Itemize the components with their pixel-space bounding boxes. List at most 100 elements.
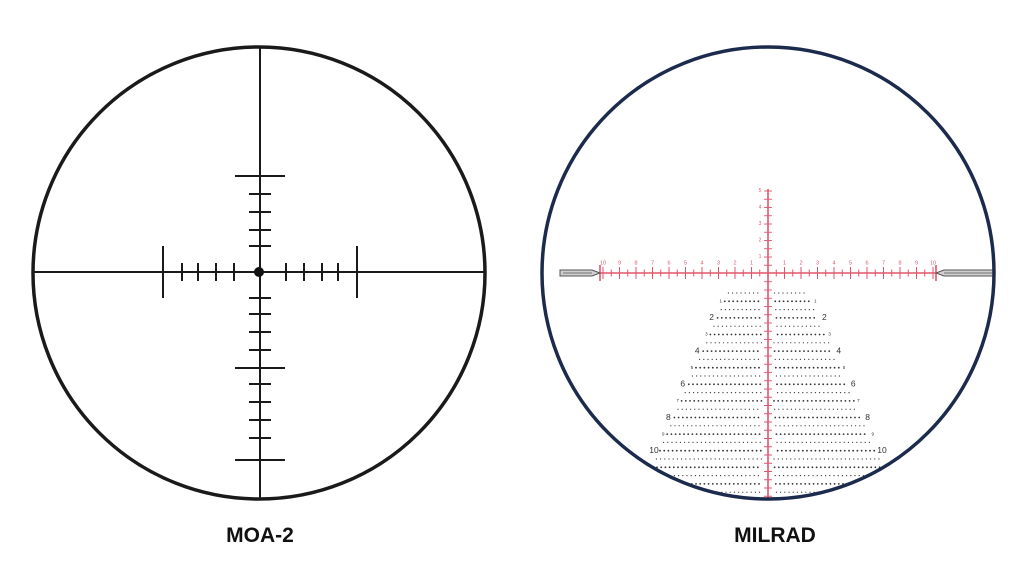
milrad-holdover-dot [728, 366, 731, 369]
milrad-holdover-number-small: 3 [705, 332, 708, 337]
milrad-holdover-dot [665, 483, 668, 485]
milrad-holdover-dot [720, 425, 722, 427]
milrad-holdover-dot [828, 466, 831, 469]
milrad-holdover-number-small: 9 [662, 431, 665, 436]
milrad-holdover-dot [751, 449, 754, 452]
milrad-holdover-dot [733, 491, 736, 493]
milrad-holdover-dot [696, 491, 698, 493]
milrad-holdover-dot [748, 458, 750, 460]
milrad-holdover-dot [687, 383, 690, 386]
milrad-holdover-dot [788, 491, 790, 493]
milrad-holdover-dot [753, 475, 755, 477]
milrad-holdover-dot [799, 358, 802, 360]
milrad-holdover-dot [726, 325, 728, 327]
milrad-holdover-dot [857, 466, 860, 469]
milrad-holdover-dot [685, 408, 688, 410]
milrad-holdover-dot [794, 342, 796, 344]
milrad-holdover-dot [745, 366, 748, 369]
milrad-holdover-dot [706, 342, 708, 344]
milrad-holdover-dot [840, 458, 842, 460]
milrad-holdover-dot [692, 383, 694, 386]
milrad-holdover-dot [699, 483, 702, 485]
milrad-holdover-number-right: 2 [822, 312, 827, 322]
milrad-holdover-dot [809, 383, 812, 386]
milrad-holdover-dot [740, 350, 742, 352]
milrad-holdover-dot [754, 309, 756, 311]
milrad-holdover-dot [755, 325, 757, 327]
milrad-holdover-dot [840, 400, 843, 402]
milrad-holdover-dot [670, 433, 673, 435]
milrad-holdover-dot [736, 475, 739, 477]
milrad-holdover-dot [806, 392, 808, 394]
milrad-holdover-dot [709, 441, 711, 443]
milrad-holdover-dot [705, 449, 708, 452]
milrad-holdover-dot [724, 483, 727, 485]
milrad-holdover-dot [843, 441, 845, 443]
milrad-holdover-dot [804, 475, 806, 477]
milrad-holdover-dot [735, 458, 737, 460]
milrad-holdover-dot [855, 433, 858, 435]
milrad-holdover-dot [849, 466, 852, 469]
milrad-holdover-dot [714, 466, 717, 469]
milrad-holdover-dot [715, 416, 718, 419]
milrad-holdover-dot [716, 317, 719, 319]
milrad-holdover-dot [659, 449, 661, 452]
milrad-holdover-dot [815, 350, 818, 352]
milrad-holdover-dot [747, 400, 750, 402]
milrad-horizontal-number: 2 [733, 260, 736, 266]
milrad-holdover-dot [781, 392, 783, 394]
milrad-holdover-dot [720, 366, 723, 369]
milrad-holdover-dot [719, 408, 721, 410]
milrad-holdover-dot [793, 449, 796, 452]
milrad-holdover-dot [675, 449, 678, 452]
milrad-holdover-dot [813, 383, 816, 386]
milrad-holdover-dot [851, 433, 853, 435]
milrad-holdover-dot [774, 358, 776, 360]
milrad-holdover-dot [798, 392, 800, 394]
milrad-holdover-dot [874, 466, 877, 469]
milrad-holdover-dot [784, 383, 787, 386]
milrad-holdover-dot [732, 300, 735, 303]
milrad-holdover-dot [684, 441, 686, 443]
milrad-holdover-dot [829, 425, 832, 427]
milrad-holdover-dot [745, 483, 748, 485]
milrad-holdover-dot [806, 449, 808, 452]
milrad-holdover-dot [728, 358, 730, 360]
milrad-vertical-number: 2 [759, 237, 762, 243]
milrad-holdover-dot [874, 458, 876, 460]
milrad-holdover-dot [687, 491, 689, 493]
milrad-holdover-dot [813, 317, 816, 319]
milrad-holdover-dot [725, 317, 727, 319]
milrad-holdover-dot [737, 425, 739, 427]
milrad-holdover-dot [797, 325, 799, 327]
milrad-holdover-dot [796, 491, 799, 493]
milrad-horizontal-number: 8 [634, 260, 637, 266]
milrad-holdover-dot [744, 292, 746, 294]
milrad-holdover-dot [783, 425, 785, 427]
milrad-holdover-dot [800, 366, 802, 369]
milrad-holdover-dot [735, 350, 738, 352]
milrad-holdover-dot [691, 433, 694, 435]
milrad-holdover-dot [759, 333, 762, 336]
milrad-holdover-dot [828, 350, 831, 352]
milrad-holdover-dot [657, 475, 659, 477]
milrad-holdover-dot [852, 400, 855, 402]
milrad-holdover-dot [847, 491, 849, 493]
milrad-holdover-dot [829, 483, 832, 485]
milrad-holdover-dot [774, 292, 776, 294]
milrad-holdover-dot [801, 449, 804, 452]
milrad-holdover-dot [804, 317, 807, 319]
milrad-holdover-dot [742, 441, 745, 443]
milrad-holdover-dot [776, 383, 778, 386]
milrad-holdover-dot [839, 441, 841, 443]
milrad-holdover-dot [811, 466, 814, 469]
milrad-holdover-dot [706, 466, 709, 469]
milrad-holdover-dot [790, 350, 793, 352]
milrad-holdover-dot [779, 433, 782, 435]
milrad-vertical-number: 4 [759, 204, 762, 210]
milrad-holdover-dot [707, 475, 709, 477]
milrad-holdover-dot [699, 425, 701, 427]
milrad-holdover-dot [798, 458, 800, 460]
milrad-holdover-dot [834, 433, 837, 435]
milrad-holdover-dot [708, 383, 711, 386]
